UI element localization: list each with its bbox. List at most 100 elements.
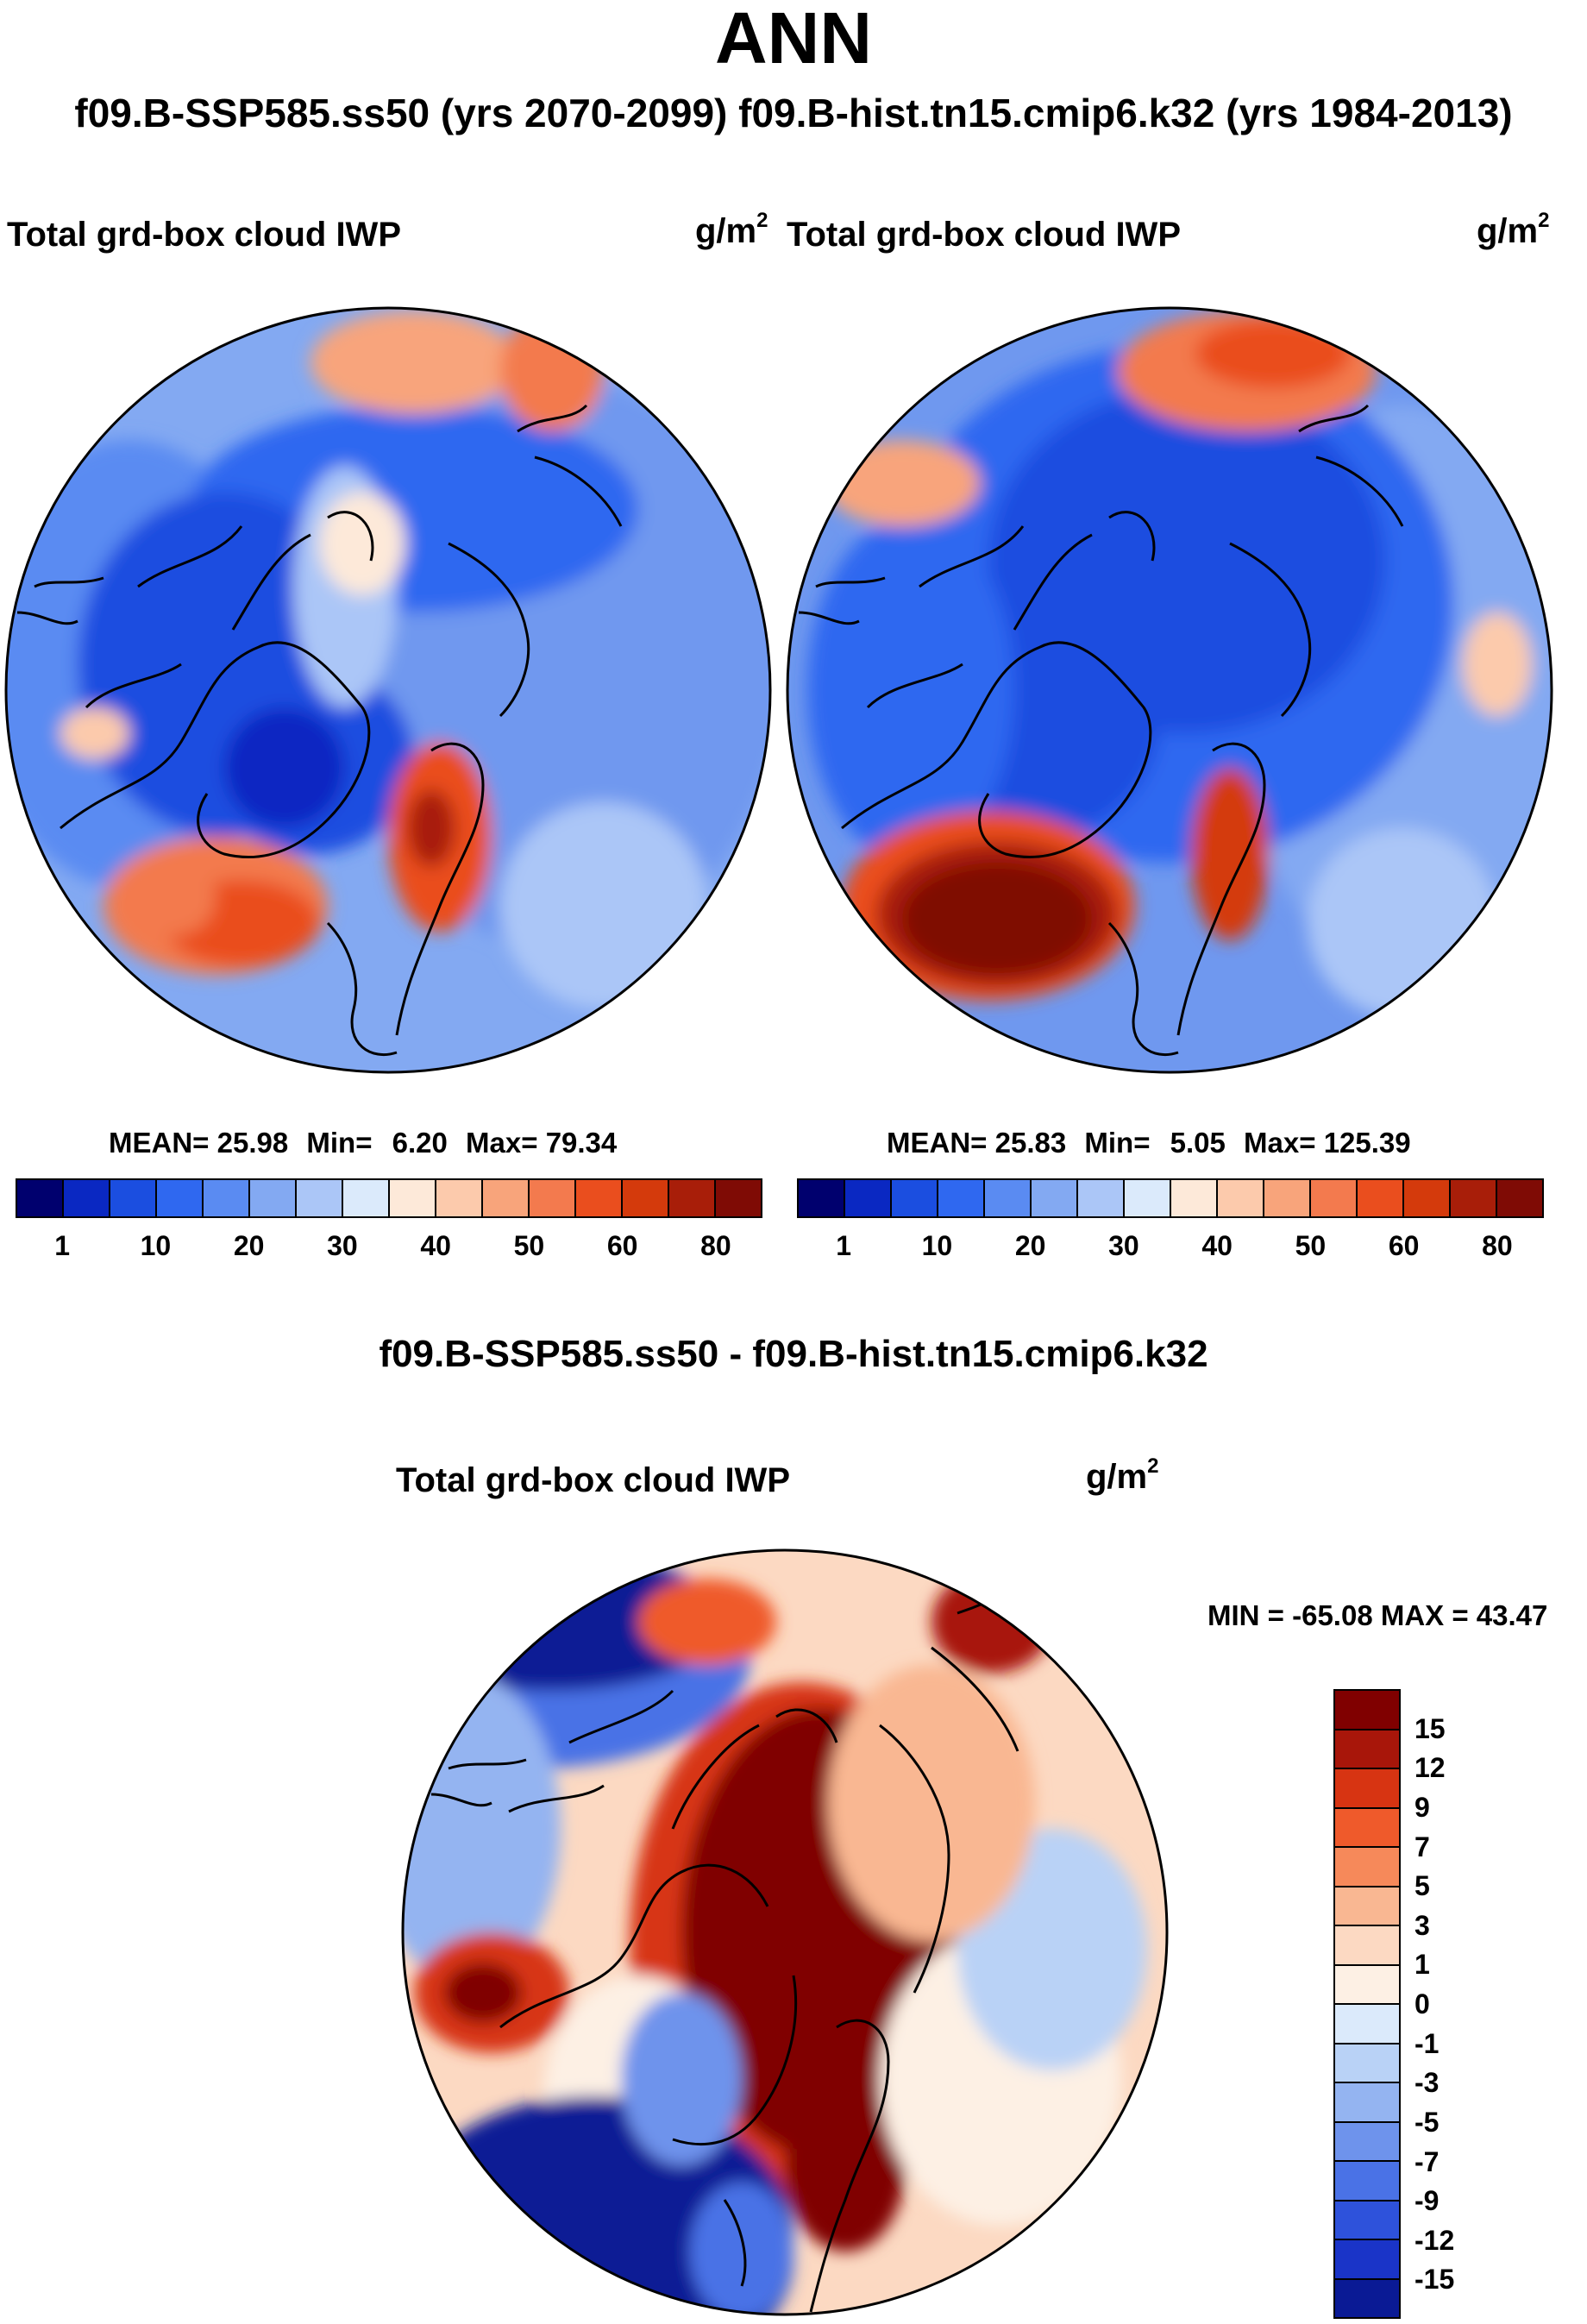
panel3-colorbar-tick-label: -1 <box>1414 2027 1440 2059</box>
difference-title: f09.B-SSP585.ss50 - f09.B-hist.tn15.cmip… <box>379 1333 1208 1375</box>
panel3-colorbar-cell <box>1335 2005 1399 2044</box>
panel3-minmax: MIN = -65.08 MAX = 43.47 <box>1208 1599 1548 1631</box>
panel1-colorbar-cell <box>436 1180 483 1216</box>
panel1-mean-value: 25.98 <box>216 1127 289 1159</box>
panel3-colorbar-tick-label: 0 <box>1414 1988 1430 2019</box>
panel3-units-base: g/m <box>1086 1458 1148 1496</box>
panel1-colorbar-tick-label: 20 <box>233 1230 265 1261</box>
panel3-units-exp: 2 <box>1147 1454 1159 1478</box>
panel3-colorbar-cell <box>1335 1808 1399 1848</box>
panel3-colorbar-tick-label: -5 <box>1414 2106 1440 2138</box>
panel1-colorbar-tick-label: 60 <box>606 1230 638 1261</box>
panel2-colorbar-tick-label: 40 <box>1201 1230 1233 1261</box>
panel3-colorbar-cell <box>1335 2122 1399 2162</box>
panel1-variable-label: Total grd-box cloud IWP <box>7 216 401 254</box>
panel2-colorbar-tick-label: 1 <box>836 1230 852 1261</box>
panel1-colorbar-tick-label: 40 <box>420 1230 451 1261</box>
panel3-colorbar-tick-label: 15 <box>1414 1712 1446 1744</box>
panel3-colorbar-tick-label: -15 <box>1414 2264 1455 2296</box>
panel2-field <box>787 308 1552 1072</box>
panel3-colorbar-cell <box>1335 2201 1399 2240</box>
panel3-colorbar-cell <box>1335 2240 1399 2280</box>
panel1-colorbar-tick-label: 50 <box>513 1230 545 1261</box>
panel2-colorbar-cell <box>1497 1180 1542 1216</box>
panel1-min-value: 6.20 <box>392 1127 448 1159</box>
panel1-coastlines <box>16 404 623 1057</box>
panel1-colorbar-tick-label: 30 <box>327 1230 358 1261</box>
panel1-colorbar-cell <box>343 1180 390 1216</box>
panel3-colorbar-tick-label: -3 <box>1414 2067 1440 2099</box>
panel1-colorbar-tick-label: 1 <box>54 1230 71 1261</box>
panel3-variable-label: Total grd-box cloud IWP <box>396 1461 790 1499</box>
panel2-max-label: Max= <box>1244 1127 1316 1159</box>
panel3-colorbar-cell <box>1335 2083 1399 2123</box>
panel2-mean-label: MEAN= <box>887 1127 988 1159</box>
panel2-colorbar-cell <box>1358 1180 1404 1216</box>
panel1-colorbar-cell <box>483 1180 530 1216</box>
page-subtitle: f09.B-SSP585.ss50 (yrs 2070-2099) f09.B-… <box>74 91 1513 135</box>
panel2-colorbar-tick-label: 30 <box>1108 1230 1139 1261</box>
panel1-polar-map <box>4 306 772 1074</box>
panel1-colorbar <box>16 1178 762 1218</box>
panel2-colorbar-cell <box>1125 1180 1171 1216</box>
panel3-colorbar-cell <box>1335 1926 1399 1966</box>
panel3-colorbar <box>1333 1689 1401 2319</box>
panel2-colorbar-cell <box>1032 1180 1078 1216</box>
panel1-colorbar-cell <box>297 1180 343 1216</box>
panel3-colorbar-cell <box>1335 2044 1399 2083</box>
panel1-colorbar-cell <box>17 1180 64 1216</box>
panel2-colorbar-tick-label: 20 <box>1014 1230 1046 1261</box>
panel1-max-label: Max= <box>466 1127 538 1159</box>
panel1-stats: MEAN= 25.98 Min= 6.20 Max= 79.34 <box>109 1128 617 1157</box>
panel2-coastlines <box>798 404 1404 1057</box>
panel2-colorbar-tick-label: 50 <box>1295 1230 1327 1261</box>
panel3-colorbar-cell <box>1335 1691 1399 1730</box>
panel2-colorbar-cell <box>1404 1180 1451 1216</box>
panel1-min-label: Min= <box>306 1127 373 1159</box>
panel1-units-exp: 2 <box>756 209 768 232</box>
panel3-colorbar-tick-label: -12 <box>1414 2224 1455 2256</box>
panel2-colorbar-cell <box>1264 1180 1311 1216</box>
panel3-colorbar-cell <box>1335 2279 1399 2317</box>
panel2-colorbar-cell <box>1451 1180 1497 1216</box>
panel1-units: g/m2 <box>695 210 768 250</box>
panel3-colorbar-tick-label: 1 <box>1414 1949 1430 1981</box>
panel2-units-exp: 2 <box>1538 209 1550 232</box>
panel2-colorbar-cell <box>1218 1180 1264 1216</box>
panel1-colorbar-cell <box>576 1180 623 1216</box>
panel2-units: g/m2 <box>1477 210 1549 249</box>
panel2-colorbar-tick-label: 80 <box>1482 1230 1513 1261</box>
panel3-colorbar-tick-label: 9 <box>1414 1791 1430 1823</box>
panel1-colorbar-cell <box>204 1180 250 1216</box>
panel3-field <box>403 1550 1167 2315</box>
panel2-polar-map <box>786 306 1553 1074</box>
panel2-colorbar-cell <box>845 1180 892 1216</box>
panel2-colorbar-tick-label: 60 <box>1388 1230 1420 1261</box>
panel3-colorbar-cell <box>1335 1887 1399 1926</box>
panel3-colorbar-tick-label: 7 <box>1414 1831 1430 1862</box>
panel2-colorbar-cell <box>892 1180 938 1216</box>
panel3-polar-map <box>401 1548 1169 2316</box>
panel3-colorbar-cell <box>1335 2162 1399 2202</box>
panel2-colorbar-cell <box>799 1180 845 1216</box>
panel3-colorbar-tick-label: 5 <box>1414 1870 1430 1902</box>
panel2-colorbar-cell <box>938 1180 985 1216</box>
panel2-min-value: 5.05 <box>1170 1127 1226 1159</box>
panel1-colorbar-tick-label: 10 <box>140 1230 172 1261</box>
panel2-colorbar <box>797 1178 1544 1218</box>
panel2-colorbar-cell <box>1171 1180 1218 1216</box>
panel3-colorbar-cell <box>1335 1730 1399 1769</box>
panel1-colorbar-tick-label: 80 <box>700 1230 731 1261</box>
panel1-units-base: g/m <box>695 212 757 250</box>
panel3-colorbar-cell <box>1335 1769 1399 1809</box>
panel3-colorbar-cell <box>1335 1848 1399 1887</box>
panel1-field <box>6 308 770 1072</box>
panel1-colorbar-cell <box>530 1180 576 1216</box>
panel1-max-value: 79.34 <box>545 1127 618 1159</box>
page-title: ANN <box>715 0 872 79</box>
panel3-colorbar-tick-label: 12 <box>1414 1752 1446 1784</box>
panel1-mean-label: MEAN= <box>109 1127 210 1159</box>
panel1-colorbar-cell <box>250 1180 297 1216</box>
panel3-colorbar-cell <box>1335 1965 1399 2005</box>
panel3-coastlines <box>430 1586 1019 2313</box>
